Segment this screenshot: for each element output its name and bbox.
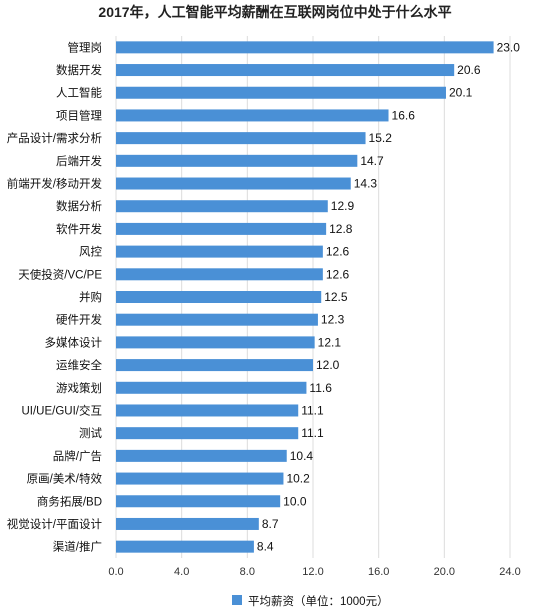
category-label: 视觉设计/平面设计 [7, 517, 103, 531]
value-label: 11.6 [309, 381, 332, 395]
bars [116, 41, 494, 553]
category-labels: 管理岗数据开发人工智能项目管理产品设计/需求分析后端开发前端开发/移动开发数据分… [7, 40, 103, 553]
x-tick-label: 4.0 [174, 566, 189, 578]
category-label: 天使投资/VC/PE [18, 267, 102, 281]
legend: 平均薪资（单位：1000元） [232, 594, 389, 608]
category-label: 运维安全 [56, 358, 102, 372]
bar [116, 86, 446, 99]
bar [116, 132, 366, 145]
bar [116, 472, 284, 485]
value-label: 10.0 [283, 494, 307, 508]
bar [116, 404, 299, 417]
bar [116, 359, 313, 372]
bar [116, 64, 455, 77]
value-label: 12.3 [321, 313, 345, 327]
value-label: 20.1 [449, 86, 473, 100]
category-label: 数据分析 [56, 199, 102, 213]
bar [116, 222, 327, 235]
value-label: 12.9 [331, 199, 355, 213]
bar [116, 517, 259, 530]
value-labels: 23.0 20.6 20.1 16.6 15.2 14.7 14.3 12.9 12.8 12.6… [257, 40, 520, 553]
bar [116, 109, 389, 122]
value-label: 11.1 [301, 403, 324, 417]
category-label: 商务拓展/BD [37, 494, 102, 508]
legend-label: 平均薪资（单位：1000元） [248, 594, 389, 608]
x-tick-label: 12.0 [302, 566, 323, 578]
x-tick-label: 16.0 [368, 566, 389, 578]
value-label: 12.0 [316, 358, 340, 372]
bar [116, 381, 307, 394]
x-tick-label: 0.0 [108, 566, 123, 578]
value-label: 12.5 [324, 290, 348, 304]
value-label: 15.2 [369, 131, 393, 145]
category-label: 人工智能 [56, 86, 102, 100]
x-tick-label: 20.0 [434, 566, 455, 578]
value-label: 12.6 [326, 267, 350, 281]
bar [116, 154, 358, 167]
bar [116, 41, 494, 54]
value-label: 8.7 [262, 517, 279, 531]
value-label: 10.4 [290, 449, 314, 463]
category-label: 产品设计/需求分析 [7, 131, 102, 145]
category-label: 原画/美术/特效 [27, 472, 103, 486]
value-label: 23.0 [497, 40, 521, 54]
category-label: 风控 [79, 245, 102, 259]
bar [116, 495, 281, 508]
x-tick-label: 24.0 [499, 566, 520, 578]
bar [116, 245, 323, 258]
category-label: 测试 [79, 427, 102, 440]
value-label: 14.7 [360, 154, 384, 168]
bar [116, 268, 323, 281]
x-tick-label: 8.0 [240, 566, 255, 578]
bar [116, 177, 351, 190]
chart-title: 2017年，人工智能平均薪酬在互联网岗位中处于什么水平 [98, 4, 451, 20]
bar [116, 291, 322, 303]
value-label: 16.6 [392, 108, 416, 122]
value-label: 8.4 [257, 540, 274, 554]
value-label: 11.1 [301, 426, 324, 440]
value-label: 12.8 [329, 222, 353, 236]
category-label: 数据开发 [56, 63, 102, 77]
bar [116, 427, 299, 440]
value-label: 14.3 [354, 177, 378, 191]
value-label: 20.6 [457, 63, 481, 77]
category-label: 渠道/推广 [53, 540, 102, 554]
category-label: 多媒体设计 [45, 335, 103, 349]
category-label: 项目管理 [56, 108, 102, 122]
bar [116, 336, 315, 349]
value-label: 12.1 [318, 335, 342, 349]
x-axis-ticks: 0.0 4.0 8.0 12.0 16.0 20.0 24.0 [108, 566, 520, 578]
category-label: UI/UE/GUI/交互 [21, 403, 102, 417]
category-label: 并购 [79, 290, 102, 304]
bar [116, 540, 254, 553]
bar [116, 449, 287, 462]
bar [116, 313, 318, 326]
category-label: 前端开发/移动开发 [7, 177, 103, 191]
value-label: 12.6 [326, 245, 350, 259]
category-label: 管理岗 [68, 40, 103, 54]
category-label: 硬件开发 [56, 313, 102, 327]
category-label: 软件开发 [56, 222, 102, 236]
bar [116, 200, 328, 213]
category-label: 品牌/广告 [53, 449, 102, 463]
value-label: 10.2 [286, 472, 310, 486]
category-label: 后端开发 [56, 154, 102, 168]
legend-swatch [232, 595, 242, 605]
category-label: 游戏策划 [56, 381, 102, 395]
